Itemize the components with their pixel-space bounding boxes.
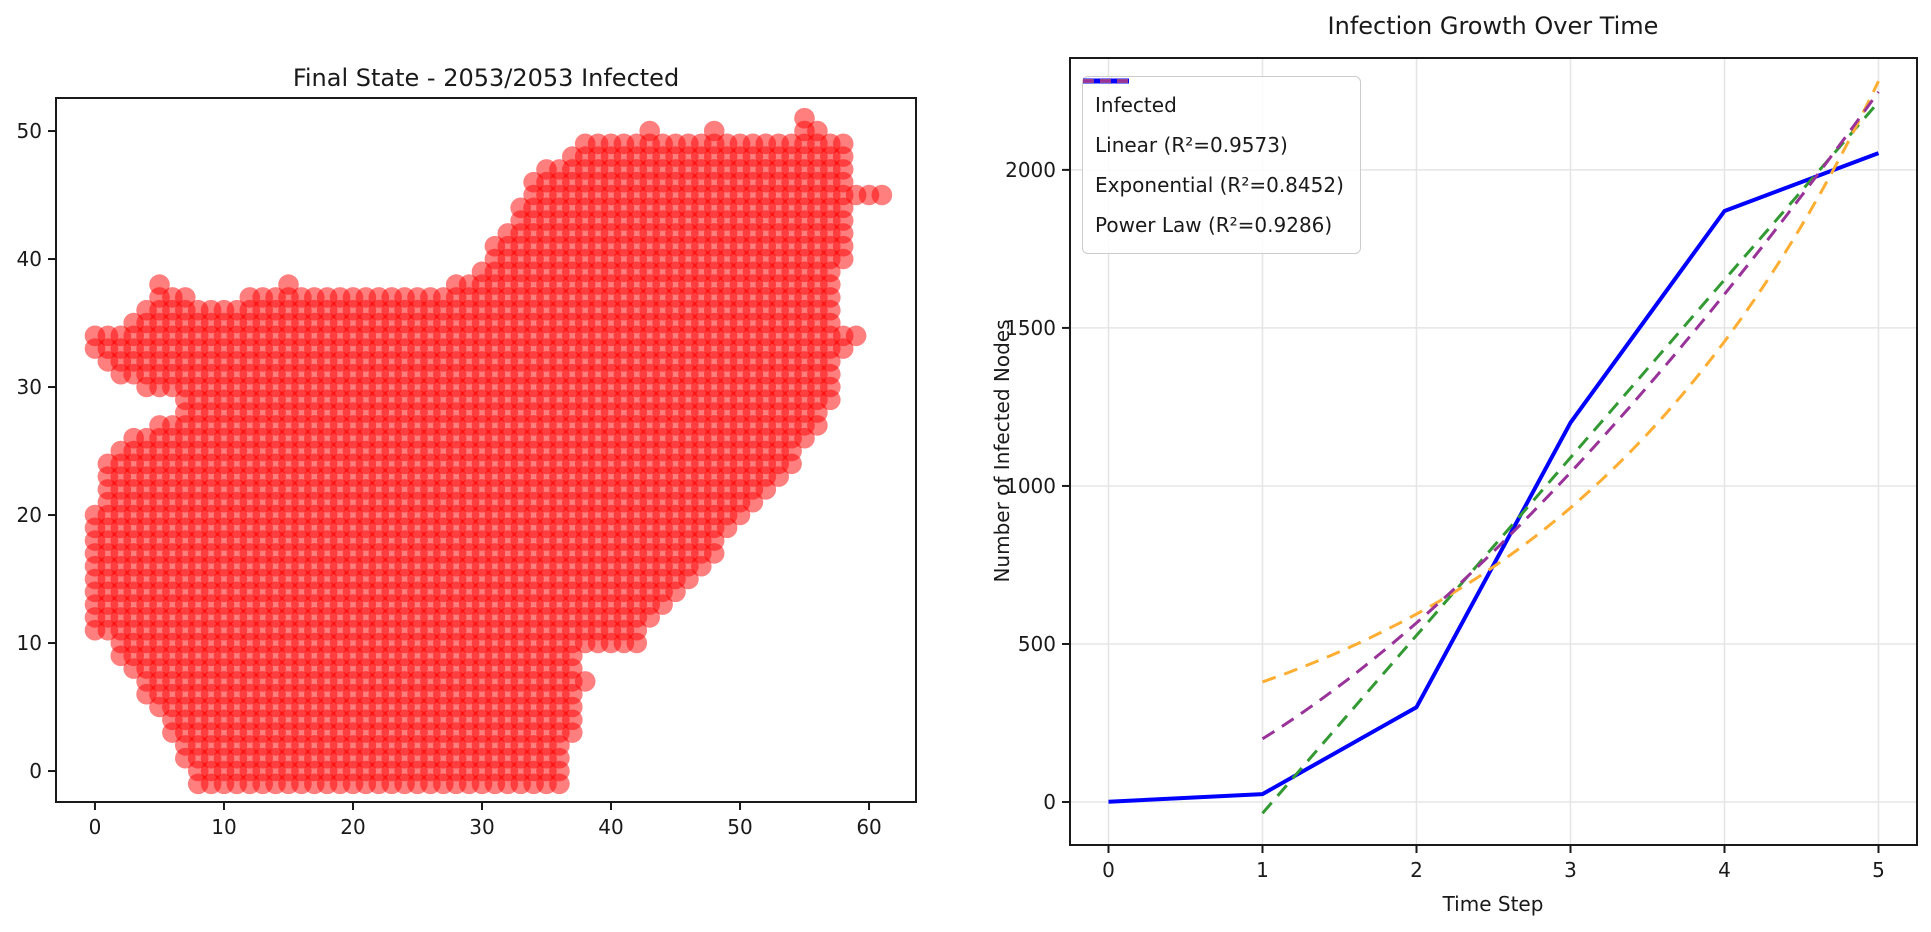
line-chart-frame: 0 1 2 3 4 5 0 500 1000 1500 2000 [1005, 57, 1918, 882]
line-chart-x-axis-label: Time Step [1442, 892, 1544, 916]
x-tick-label: 2 [1410, 858, 1423, 882]
y-tick-label: 1500 [1005, 316, 1056, 340]
legend-swatch-icon [1083, 79, 1129, 83]
y-tick-label: 1000 [1005, 474, 1056, 498]
legend-entry-power: Power Law (R²=0.9286) [1083, 79, 1344, 245]
x-tick-label: 1 [1256, 858, 1269, 882]
x-tick-label: 60 [856, 815, 881, 839]
scatter-plot-title: Final State - 2053/2053 Infected [292, 64, 680, 92]
x-tick-label: 0 [1102, 858, 1115, 882]
x-tick-label: 10 [211, 815, 236, 839]
y-tick-label: 500 [1018, 632, 1056, 656]
x-tick-label: 5 [1872, 858, 1885, 882]
legend-entry-infected: Infected [1083, 78, 1344, 125]
line-chart-legend: Infected Linear (R²=0.9573) Exponential (R… [1082, 76, 1361, 254]
series-power [1261, 91, 1880, 741]
series-exponential [1262, 80, 1880, 684]
y-tick-label: 50 [17, 119, 42, 143]
y-tick-label: 30 [17, 375, 42, 399]
y-tick-label: 10 [17, 631, 42, 655]
y-tick-label: 0 [29, 759, 42, 783]
x-tick-label: 30 [469, 815, 494, 839]
y-tick-label: 40 [17, 247, 42, 271]
legend-entry-label: Linear (R²=0.9573) [1095, 133, 1288, 157]
infected-nodes-scatter [84, 107, 893, 795]
line-chart-grid [1070, 58, 1917, 845]
y-tick-label: 20 [17, 503, 42, 527]
legend-entry-linear: Linear (R²=0.9573) [1083, 79, 1344, 165]
x-tick-label: 20 [340, 815, 365, 839]
x-tick-label: 50 [727, 815, 752, 839]
legend-entry-label: Exponential (R²=0.8452) [1095, 173, 1344, 197]
y-tick-label: 0 [1043, 790, 1056, 814]
legend-entry-label: Power Law (R²=0.9286) [1095, 213, 1333, 237]
x-tick-label: 4 [1718, 858, 1731, 882]
y-tick-label: 2000 [1005, 158, 1056, 182]
line-chart-title: Infection Growth Over Time [1327, 12, 1659, 40]
x-tick-label: 40 [598, 815, 623, 839]
series-linear [1261, 101, 1880, 815]
x-tick-label: 3 [1564, 858, 1577, 882]
scatter-axes-frame: 0 10 20 30 40 50 60 0 10 20 30 40 50 [17, 97, 917, 839]
series-infected [1108, 151, 1880, 804]
legend-entry-exponential: Exponential (R²=0.8452) [1083, 79, 1344, 205]
x-tick-label: 0 [89, 815, 102, 839]
legend-entry-label: Infected [1095, 93, 1177, 117]
